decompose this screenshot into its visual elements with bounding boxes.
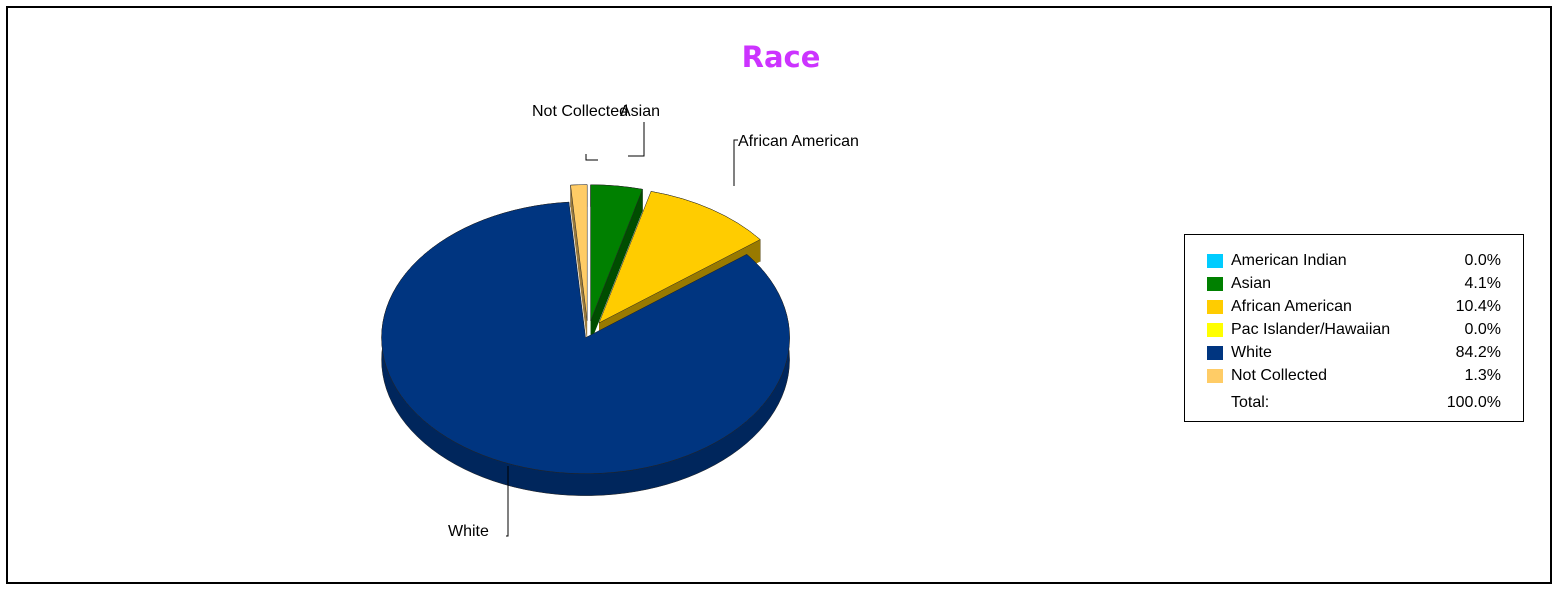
slice-not-collected <box>570 184 588 321</box>
slice-label-african-american: African American <box>738 133 859 150</box>
legend-label: Asian <box>1231 275 1272 292</box>
legend-item-asian: Asian 4.1% <box>1185 274 1525 294</box>
legend-value: 1.3% <box>1464 367 1501 384</box>
legend-label: Not Collected <box>1231 367 1328 384</box>
legend-swatch <box>1207 369 1223 383</box>
legend-label: African American <box>1231 298 1352 315</box>
legend-total-value: 100.0% <box>1446 394 1501 411</box>
slice-asian <box>590 184 643 321</box>
legend-item-white: White 84.2% <box>1185 343 1525 363</box>
legend: American Indian 0.0% Asian 4.1% African Amer… <box>1184 234 1524 422</box>
legend-swatch <box>1207 323 1223 337</box>
leader-line-asian <box>628 122 645 157</box>
legend-swatch <box>1207 254 1223 268</box>
legend-total-row: Total: 100.0% <box>1185 393 1525 413</box>
leader-line-african-american <box>733 139 738 186</box>
chart-frame: Race Not Collected Asian African American W… <box>6 6 1552 584</box>
legend-value: 0.0% <box>1464 321 1501 338</box>
legend-item-american-indian: American Indian 0.0% <box>1185 251 1525 271</box>
slice-wall-not-collected <box>570 185 588 343</box>
legend-item-pac-islander-hawaiian: Pac Islander/Hawaiian 0.0% <box>1185 320 1525 340</box>
chart-title: Race <box>741 40 821 74</box>
leader-line-white <box>506 466 509 537</box>
legend-value: 0.0% <box>1464 252 1501 269</box>
legend-label: White <box>1231 344 1272 361</box>
legend-label: American Indian <box>1231 252 1347 269</box>
leader-line-not-collected <box>585 154 598 161</box>
legend-item-not-collected: Not Collected 1.3% <box>1185 366 1525 386</box>
legend-swatch <box>1207 300 1223 314</box>
slice-label-asian: Asian <box>620 103 660 120</box>
slice-african-american <box>598 191 761 324</box>
legend-item-african-american: African American 10.4% <box>1185 297 1525 317</box>
legend-total-label: Total: <box>1231 394 1270 411</box>
legend-swatch <box>1207 346 1223 360</box>
slice-label-white: White <box>448 523 489 540</box>
slice-label-not-collected: Not Collected <box>532 103 628 120</box>
slice-white <box>381 201 790 474</box>
legend-value: 84.2% <box>1455 344 1501 361</box>
legend-label: Pac Islander/Hawaiian <box>1231 321 1391 338</box>
slice-wall-end-asian <box>590 189 643 343</box>
legend-swatch <box>1207 277 1223 291</box>
legend-value: 10.4% <box>1455 298 1501 315</box>
legend-value: 4.1% <box>1464 275 1501 292</box>
